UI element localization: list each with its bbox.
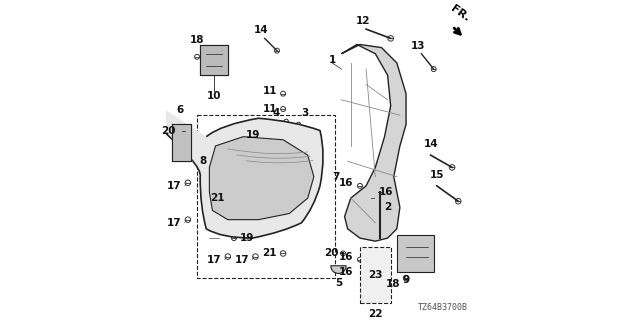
Text: 21: 21	[210, 193, 225, 203]
Text: 16: 16	[339, 267, 354, 277]
Text: 20: 20	[324, 248, 339, 259]
FancyBboxPatch shape	[360, 247, 390, 303]
Polygon shape	[173, 124, 191, 161]
Text: 17: 17	[167, 181, 182, 191]
Text: 17: 17	[207, 255, 221, 265]
Text: 16: 16	[339, 252, 354, 261]
Text: 11: 11	[262, 86, 277, 96]
Text: 15: 15	[429, 170, 444, 180]
Text: 3: 3	[301, 108, 309, 118]
PathPatch shape	[200, 118, 323, 238]
FancyBboxPatch shape	[397, 235, 434, 272]
Text: 18: 18	[385, 279, 400, 289]
Text: 13: 13	[411, 41, 426, 51]
Text: 22: 22	[368, 309, 383, 319]
Wedge shape	[331, 266, 346, 274]
Text: 2: 2	[385, 202, 392, 212]
Text: 9: 9	[403, 275, 410, 285]
Text: 21: 21	[262, 248, 277, 259]
Text: TZ64B3700B: TZ64B3700B	[417, 303, 467, 312]
Text: 17: 17	[167, 218, 182, 228]
Text: 18: 18	[190, 35, 204, 44]
Text: 6: 6	[177, 105, 184, 115]
Text: 19: 19	[246, 130, 260, 140]
Text: 8: 8	[199, 156, 206, 166]
Text: 5: 5	[335, 278, 342, 288]
Text: 11: 11	[262, 104, 277, 114]
Text: FR.: FR.	[449, 3, 472, 23]
Text: 10: 10	[207, 91, 221, 100]
Text: 12: 12	[356, 16, 371, 26]
Text: 14: 14	[423, 139, 438, 149]
Polygon shape	[200, 44, 228, 75]
PathPatch shape	[209, 137, 314, 220]
Text: 1: 1	[329, 55, 336, 65]
Text: 17: 17	[235, 255, 250, 265]
Text: 23: 23	[368, 270, 383, 280]
Text: 14: 14	[254, 25, 269, 35]
Text: 4: 4	[273, 108, 280, 118]
Text: 19: 19	[240, 233, 255, 243]
Text: 16: 16	[378, 187, 393, 197]
Text: 16: 16	[339, 178, 354, 188]
PathPatch shape	[342, 44, 406, 241]
Text: 20: 20	[161, 125, 175, 136]
Text: 7: 7	[332, 172, 340, 182]
